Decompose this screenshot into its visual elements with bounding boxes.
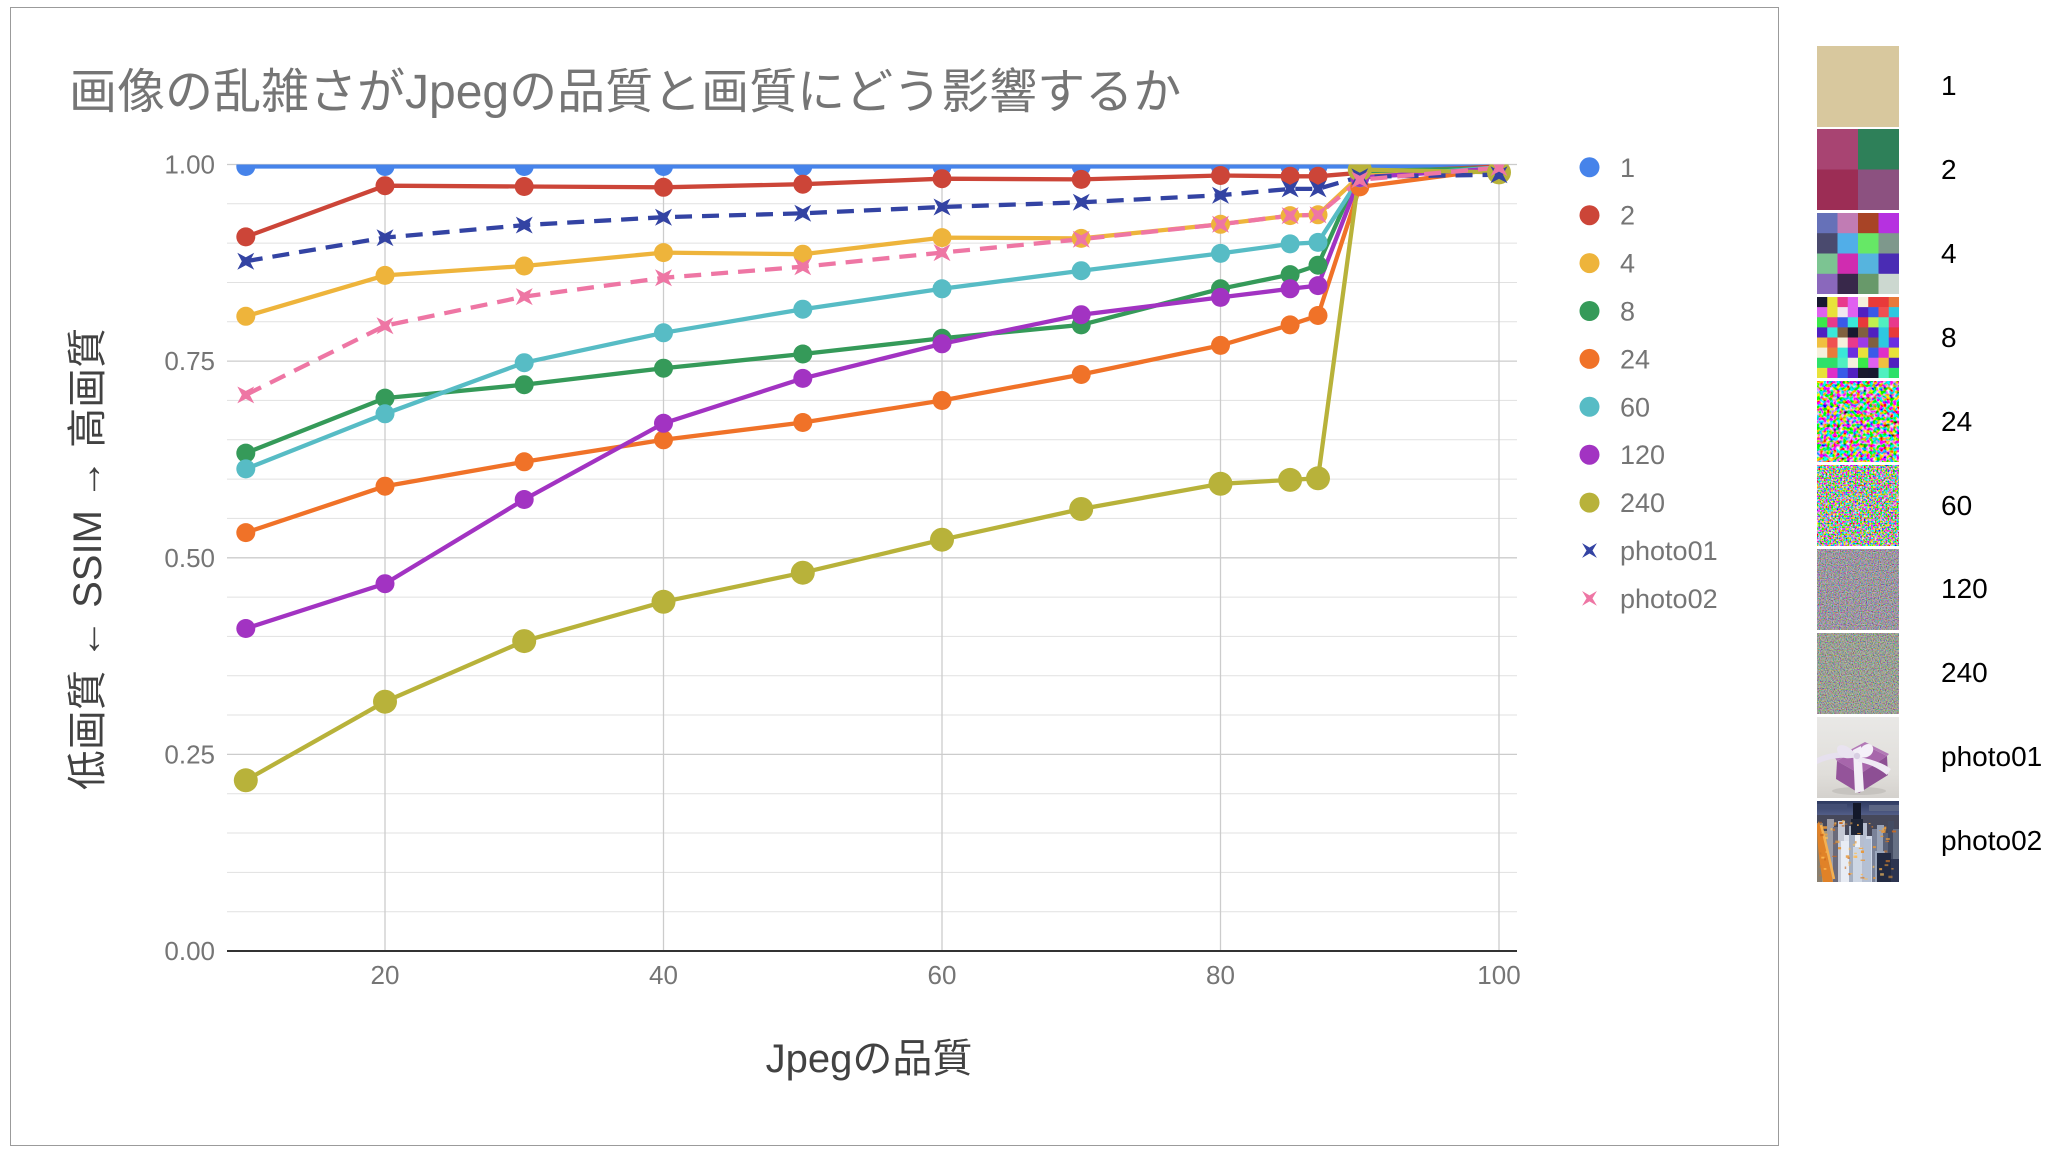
svg-text:120: 120 xyxy=(1620,440,1665,470)
svg-text:8: 8 xyxy=(1620,297,1635,327)
svg-text:photo01: photo01 xyxy=(1620,536,1718,566)
svg-text:20: 20 xyxy=(371,960,400,990)
svg-text:1.00: 1.00 xyxy=(164,150,215,180)
svg-text:1: 1 xyxy=(1620,153,1635,183)
svg-text:0.75: 0.75 xyxy=(164,346,215,376)
svg-text:0.25: 0.25 xyxy=(164,739,215,769)
svg-text:0.50: 0.50 xyxy=(164,543,215,573)
svg-text:60: 60 xyxy=(928,960,957,990)
svg-text:4: 4 xyxy=(1620,249,1635,279)
svg-text:低画質 ← SSIM → 高画質: 低画質 ← SSIM → 高画質 xyxy=(66,328,110,790)
svg-text:0.00: 0.00 xyxy=(164,936,215,966)
svg-text:画像の乱雑さがJpegの品質と画質にどう影響するか: 画像の乱雑さがJpegの品質と画質にどう影響するか xyxy=(69,66,1181,119)
svg-text:Jpegの品質: Jpegの品質 xyxy=(766,1037,973,1081)
svg-text:80: 80 xyxy=(1206,960,1235,990)
svg-text:100: 100 xyxy=(1477,960,1520,990)
svg-text:240: 240 xyxy=(1620,488,1665,518)
svg-text:photo02: photo02 xyxy=(1620,584,1718,614)
svg-text:2: 2 xyxy=(1620,201,1635,231)
svg-text:60: 60 xyxy=(1620,392,1650,422)
svg-text:40: 40 xyxy=(649,960,678,990)
svg-text:24: 24 xyxy=(1620,344,1650,374)
